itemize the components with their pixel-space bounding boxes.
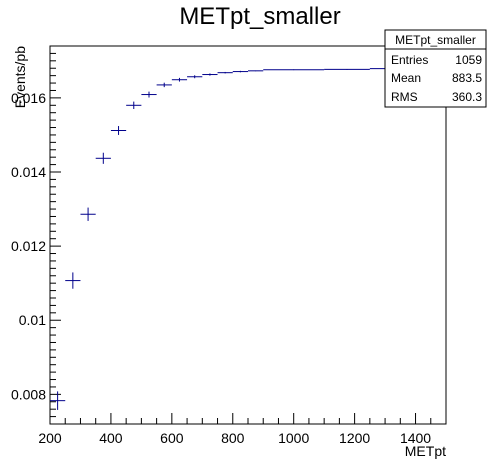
data-point: [217, 71, 233, 74]
data-point: [110, 126, 127, 135]
x-tick-label: 600: [160, 430, 184, 446]
data-point: [263, 69, 325, 71]
data-series: [50, 68, 416, 410]
x-tick-label: 200: [38, 430, 62, 446]
data-point: [324, 68, 370, 70]
y-tick-label: 0.012: [11, 238, 46, 254]
stats-box-title: METpt_smaller: [395, 33, 476, 47]
x-axis-title: METpt: [405, 443, 446, 459]
data-point: [50, 391, 66, 410]
x-tick-label: 1400: [400, 430, 431, 446]
y-tick-label: 0.008: [11, 386, 46, 402]
x-tick-label: 1000: [278, 430, 309, 446]
data-point: [232, 70, 248, 73]
stats-box-frame: [384, 29, 487, 108]
y-tick-label: 0.014: [11, 164, 46, 180]
stats-entries-value: 1059: [455, 53, 482, 67]
data-point: [80, 207, 96, 221]
y-tick-label: 0.01: [19, 312, 46, 328]
y-axis: 0.008 0.01 0.012 0.014 0.016: [11, 45, 61, 425]
data-point: [187, 75, 203, 79]
y-axis-title: Events/pb: [12, 46, 28, 108]
data-point: [126, 101, 142, 109]
stats-rms-label: RMS: [391, 90, 418, 104]
stats-box: METpt_smaller Entries 1059 Mean 883.5 RM…: [384, 29, 487, 108]
data-point: [95, 152, 111, 164]
y-tick-label: 0.016: [11, 90, 46, 106]
data-point: [202, 73, 218, 76]
data-point: [156, 82, 172, 88]
x-tick-label: 800: [221, 430, 245, 446]
x-tick-label: 400: [99, 430, 123, 446]
stats-entries-label: Entries: [391, 53, 428, 67]
stats-mean-label: Mean: [391, 71, 421, 85]
stats-rms-value: 360.3: [452, 90, 482, 104]
data-point: [171, 77, 188, 82]
chart-title: METpt_smaller: [179, 3, 340, 30]
stats-mean-value: 883.5: [452, 71, 482, 85]
data-point: [141, 91, 157, 98]
data-point: [65, 272, 81, 289]
x-tick-label: 1200: [339, 430, 370, 446]
x-axis: 200 400 600 800 1000 1200 1400: [38, 413, 447, 446]
data-point: [248, 70, 264, 72]
